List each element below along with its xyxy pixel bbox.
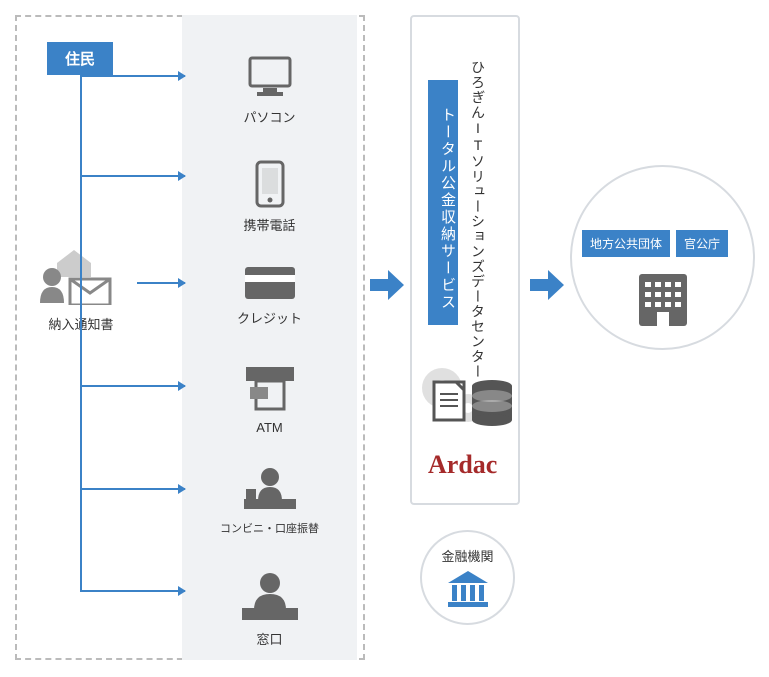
channel-label: 携帯電話 — [182, 215, 357, 234]
channel-pc: パソコン — [182, 55, 357, 126]
ardac-brand: Ardac — [428, 450, 497, 480]
flow-arrow — [80, 75, 185, 77]
credit-icon — [243, 265, 297, 304]
channel-atm: ATM — [182, 365, 357, 435]
channel-mobile: 携帯電話 — [182, 160, 357, 234]
mobile-icon — [254, 160, 286, 211]
gov-tag-office: 官公庁 — [676, 230, 728, 257]
channel-conv: コンビニ・口座振替 — [182, 465, 357, 536]
gov-tag-local: 地方公共団体 — [582, 230, 670, 257]
datacenter-name: ひろぎんITソリューションズデータセンター — [468, 60, 488, 379]
bank-icon — [446, 597, 490, 612]
channel-credit: クレジット — [182, 265, 357, 327]
gear-doc-db-icon — [420, 348, 515, 441]
channel-label: 窓口 — [182, 629, 357, 648]
service-name: トータル公金収納サービス — [428, 80, 458, 325]
counter-icon — [240, 570, 300, 625]
building-icon — [635, 270, 691, 333]
atm-icon — [242, 365, 298, 416]
big-arrow-icon — [370, 270, 404, 303]
gov-tags: 地方公共団体 官公庁 — [582, 230, 728, 257]
flow-arrow — [80, 590, 185, 592]
channel-label: コンビニ・口座振替 — [182, 520, 357, 536]
resident-tag: 住民 — [47, 42, 113, 75]
pc-icon — [245, 55, 295, 103]
flow-arrow — [80, 175, 185, 177]
flow-arrow — [137, 282, 185, 284]
finance-label: 金融機関 — [422, 546, 513, 565]
big-arrow-icon — [530, 270, 564, 303]
flow-arrow — [80, 488, 185, 490]
clerk-icon — [240, 465, 300, 516]
channel-label: ATM — [182, 420, 357, 435]
channel-counter: 窓口 — [182, 570, 357, 648]
finance-node: 金融機関 — [420, 530, 515, 625]
channel-label: クレジット — [182, 308, 357, 327]
flow-vline — [80, 75, 82, 590]
flow-arrow — [80, 385, 185, 387]
channel-label: パソコン — [182, 107, 357, 126]
